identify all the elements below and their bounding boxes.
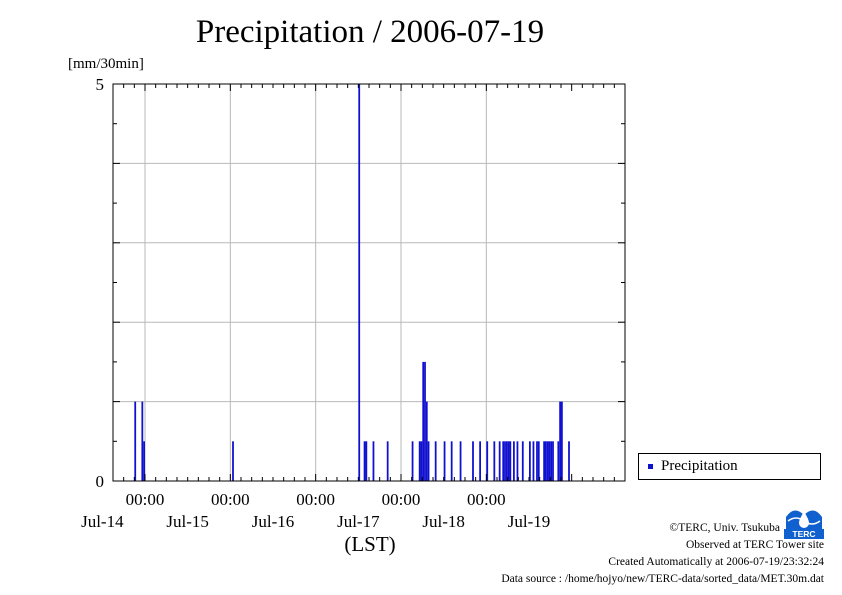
precipitation-bar — [521, 441, 524, 481]
precipitation-bar — [372, 441, 375, 481]
precipitation-bar — [504, 441, 506, 481]
precipitation-bars — [134, 84, 570, 481]
y-tick-label: 0 — [96, 472, 105, 491]
precipitation-bar — [502, 441, 505, 481]
precipitation-bar — [529, 441, 531, 481]
precipitation-bar — [536, 441, 538, 481]
precipitation-bar — [472, 441, 474, 481]
precipitation-bar — [498, 441, 501, 481]
x-date-label: Jul-19 — [508, 512, 551, 531]
precipitation-bar — [568, 441, 570, 481]
precipitation-bar — [418, 441, 421, 481]
x-tick-label: 00:00 — [126, 490, 165, 509]
precipitation-bar — [434, 441, 437, 481]
precipitation-bar — [507, 441, 510, 481]
precipitation-bar — [548, 441, 551, 481]
precipitation-bar — [365, 441, 368, 481]
x-tick-label: 00:00 — [296, 490, 335, 509]
precipitation-bar — [559, 401, 561, 481]
precipitation-bar — [545, 441, 547, 481]
legend-swatch — [648, 464, 653, 469]
precipitation-bar — [516, 441, 519, 481]
precipitation-bar — [459, 441, 462, 481]
precipitation-bar — [561, 401, 563, 481]
precipitation-bar — [443, 441, 446, 481]
created-timestamp-text: Created Automatically at 2006-07-19/23:3… — [608, 556, 824, 568]
precipitation-bar — [386, 441, 389, 481]
plot-frame — [112, 83, 626, 482]
x-axis-label: (LST) — [344, 532, 396, 556]
legend-label: Precipitation — [661, 458, 738, 474]
precipitation-bar — [486, 441, 489, 481]
axis-ticks — [112, 83, 626, 482]
x-tick-label: 00:00 — [382, 490, 421, 509]
x-tick-label: 00:00 — [211, 490, 250, 509]
terc-logo-text: TERC — [792, 529, 815, 539]
precipitation-bar — [420, 441, 423, 481]
precipitation-bar — [546, 441, 549, 481]
precipitation-bar — [509, 441, 512, 481]
precipitation-bar — [143, 441, 145, 481]
precipitation-bar — [411, 441, 414, 481]
precipitation-bar — [424, 361, 426, 481]
x-date-label: Jul-15 — [166, 512, 209, 531]
copyright-text: ©TERC, Univ. Tsukuba — [669, 522, 780, 534]
x-date-label: Jul-18 — [422, 512, 465, 531]
y-tick-label: 5 — [96, 75, 105, 94]
chart-title: Precipitation / 2006-07-19 — [195, 14, 545, 50]
precipitation-bar — [363, 441, 366, 481]
x-tick-label: 00:00 — [467, 490, 506, 509]
precipitation-bar — [232, 441, 234, 481]
precipitation-bar — [479, 441, 481, 481]
precipitation-bar — [543, 441, 545, 481]
precipitation-bar — [505, 441, 508, 481]
legend: Precipitation — [638, 453, 821, 480]
precipitation-bar — [532, 441, 535, 481]
x-date-label: Jul-16 — [252, 512, 295, 531]
precipitation-bar — [552, 441, 554, 481]
terc-logo: TERC — [784, 503, 824, 539]
precipitation-bar — [134, 401, 137, 481]
precipitation-bar — [537, 441, 540, 481]
precipitation-bar — [358, 84, 361, 481]
precipitation-bar — [425, 401, 428, 481]
grid-lines — [113, 84, 625, 481]
observed-site-text: Observed at TERC Tower site — [685, 539, 824, 551]
y-axis-unit-label: [mm/30min] — [68, 56, 144, 72]
precipitation-bar — [422, 361, 425, 481]
x-date-label: Jul-17 — [337, 512, 380, 531]
precipitation-bar — [450, 441, 453, 481]
precipitation-bar — [427, 441, 430, 481]
precipitation-bar — [550, 441, 553, 481]
precipitation-bar — [557, 441, 560, 481]
data-source-text: Data source : /home/hojyo/new/TERC-data/… — [501, 573, 824, 585]
precipitation-bar — [493, 441, 496, 481]
precipitation-bar — [141, 401, 144, 481]
x-date-label: Jul-14 — [81, 512, 124, 531]
precipitation-bar — [513, 441, 515, 481]
